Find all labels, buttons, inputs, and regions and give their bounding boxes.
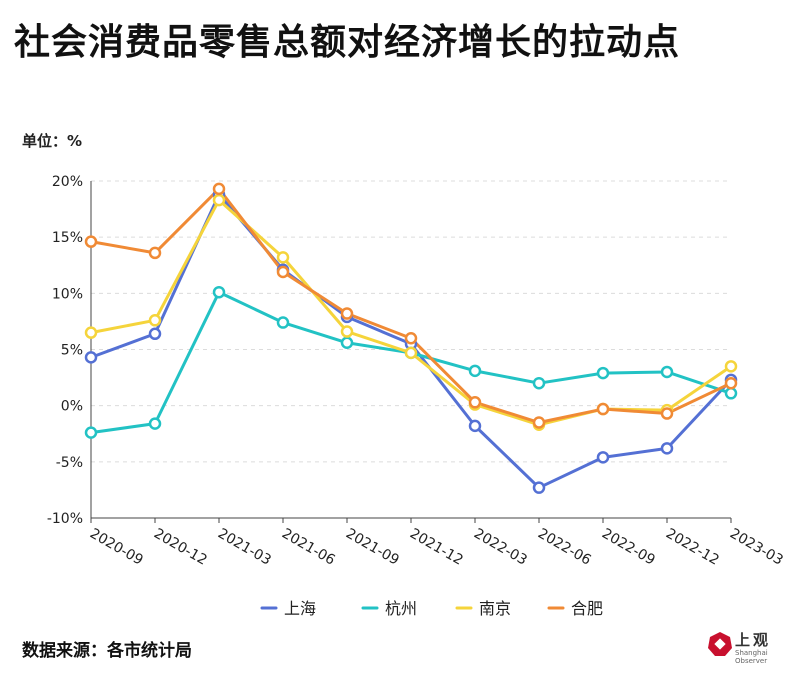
x-tick-label: 2023-03 bbox=[727, 526, 786, 569]
axes: -10%-5%0%5%10%15%20%2020-09 2020-12 2021-0… bbox=[47, 174, 786, 569]
data-source: 数据来源：各市统计局 bbox=[22, 641, 192, 661]
data-point-杭州 bbox=[532, 376, 546, 390]
data-point-合肥 bbox=[660, 407, 674, 420]
data-point-南京 bbox=[84, 326, 98, 339]
x-tick-label: 2022-09 bbox=[599, 526, 658, 569]
data-point-杭州 bbox=[404, 346, 418, 360]
legend-label: 合肥 bbox=[571, 599, 603, 618]
data-point-南京 bbox=[596, 402, 610, 416]
data-point-合肥 bbox=[276, 265, 290, 279]
data-point-南京 bbox=[724, 360, 738, 373]
logo-mark-icon bbox=[708, 632, 732, 656]
y-tick-label: -5% bbox=[56, 455, 83, 471]
y-tick-label: 15% bbox=[52, 230, 83, 246]
data-point-杭州 bbox=[148, 417, 162, 430]
data-point-南京 bbox=[340, 325, 354, 338]
x-tick-label: 2021-12 bbox=[407, 526, 466, 569]
data-point-杭州 bbox=[596, 366, 610, 380]
legend-label: 南京 bbox=[479, 599, 511, 618]
x-tick-label: 2021-09 bbox=[343, 526, 402, 569]
x-tick-label: 2022-06 bbox=[535, 526, 594, 569]
data-point-上海 bbox=[276, 263, 290, 276]
logo-subtitle: Shanghai Observer bbox=[735, 649, 768, 665]
y-tick-label: 10% bbox=[52, 286, 83, 302]
logo-name: 上观 bbox=[735, 631, 772, 649]
data-point-上海 bbox=[148, 327, 162, 341]
legend-label: 上海 bbox=[284, 599, 316, 618]
data-point-南京 bbox=[532, 418, 546, 432]
x-tick-label: 2022-03 bbox=[471, 526, 530, 569]
series-line-南京 bbox=[89, 198, 733, 427]
unit-label: 单位：% bbox=[22, 132, 83, 150]
data-point-上海 bbox=[340, 310, 354, 324]
series-line-杭州 bbox=[89, 290, 733, 435]
legend: 上海 杭州 南京 合肥 bbox=[260, 599, 603, 618]
data-point-合肥 bbox=[468, 396, 482, 409]
data-point-合肥 bbox=[148, 246, 162, 260]
data-point-杭州 bbox=[84, 426, 98, 439]
data-point-南京 bbox=[404, 346, 418, 360]
data-point-上海 bbox=[724, 373, 738, 387]
shanghai-observer-logo: 上观 Shanghai Observer bbox=[705, 627, 789, 667]
x-tick-label: 2021-03 bbox=[215, 526, 274, 569]
y-tick-label: -10% bbox=[47, 511, 83, 527]
legend-label: 杭州 bbox=[385, 599, 417, 618]
data-point-杭州 bbox=[724, 387, 738, 400]
x-tick-label: 2020-12 bbox=[151, 526, 210, 569]
data-point-合肥 bbox=[212, 182, 226, 196]
data-point-上海 bbox=[84, 351, 98, 364]
data-point-合肥 bbox=[404, 332, 418, 345]
data-point-南京 bbox=[148, 314, 162, 327]
data-point-合肥 bbox=[340, 307, 354, 320]
data-point-南京 bbox=[660, 403, 674, 417]
x-tick-label: 2021-06 bbox=[279, 526, 338, 569]
y-tick-label: 0% bbox=[61, 399, 83, 415]
series-lines bbox=[89, 187, 733, 490]
data-point-上海 bbox=[660, 442, 674, 455]
data-point-杭州 bbox=[468, 364, 482, 378]
data-point-合肥 bbox=[596, 402, 610, 416]
data-point-杭州 bbox=[660, 365, 674, 379]
data-point-上海 bbox=[596, 451, 610, 464]
data-point-上海 bbox=[532, 481, 546, 494]
data-point-合肥 bbox=[532, 416, 546, 429]
data-point-合肥 bbox=[724, 376, 738, 390]
x-tick-label: 2022-12 bbox=[663, 526, 722, 569]
data-point-南京 bbox=[212, 193, 226, 207]
data-point-上海 bbox=[212, 188, 226, 201]
y-tick-label: 20% bbox=[52, 174, 83, 190]
data-point-杭州 bbox=[276, 316, 290, 329]
data-point-合肥 bbox=[84, 235, 98, 248]
gridlines bbox=[91, 180, 731, 463]
x-tick-label: 2020-09 bbox=[87, 526, 146, 569]
data-point-上海 bbox=[468, 419, 482, 433]
series-line-上海 bbox=[89, 192, 733, 490]
data-point-上海 bbox=[404, 337, 418, 351]
y-tick-label: 5% bbox=[61, 343, 83, 359]
chart-title: 社会消费品零售总额对经济增长的拉动点 bbox=[14, 22, 681, 63]
data-point-杭州 bbox=[340, 336, 354, 350]
data-point-杭州 bbox=[212, 285, 226, 299]
data-point-南京 bbox=[468, 398, 482, 411]
series-points bbox=[84, 182, 738, 494]
series-line-合肥 bbox=[89, 187, 733, 425]
data-point-南京 bbox=[276, 251, 290, 264]
